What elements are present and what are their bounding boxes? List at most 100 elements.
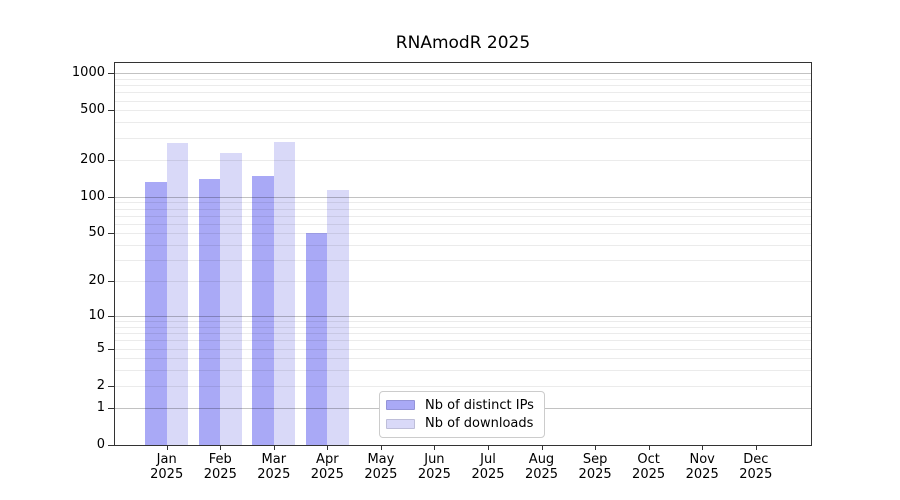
gridline-minor-60 [114,223,812,225]
gridline-minor-900 [114,78,812,80]
y-tick-500 [108,110,114,112]
bar-nb-of-downloads-jan [166,143,189,445]
gridline-major-1000 [114,73,812,75]
x-tick-label-aug: Aug 2025 [510,452,574,482]
x-tick-label-dec: Dec 2025 [724,452,788,482]
gridline-minor-4 [114,358,812,360]
gridline-minor-300 [114,137,812,139]
x-tick-label-month-aug: Aug [528,452,555,467]
gridline-major-100 [114,196,812,198]
x-tick-label-month-sep: Sep [582,452,608,467]
gridline-minor-90 [114,202,812,204]
gridline-minor-200 [114,159,812,161]
y-tick-label-5: 5 [96,340,105,356]
legend-label-nb-of-distinct-ips: Nb of distinct IPs [425,397,534,413]
gridline-minor-8 [114,326,812,328]
y-tick-label-2: 2 [96,377,105,393]
bar-nb-of-distinct-ips-jan [145,182,167,445]
bar-nb-of-distinct-ips-feb [198,178,221,445]
x-tick-label-year-mar: 2025 [257,467,291,482]
y-tick-200 [108,159,114,161]
gridline-minor-5 [114,348,812,350]
x-tick-mar [273,445,275,450]
plot-area [114,62,812,445]
x-tick-label-year-jan: 2025 [150,467,184,482]
x-tick-label-year-jul: 2025 [471,467,505,482]
gridline-minor-30 [114,260,812,262]
y-tick-2 [108,385,114,387]
x-tick-label-year-dec: 2025 [739,467,773,482]
x-tick-label-apr: Apr 2025 [295,452,359,482]
legend-item-nb-of-distinct-ips: Nb of distinct IPs [386,398,538,413]
x-tick-label-may: May 2025 [349,452,413,482]
legend-swatch-nb-of-downloads [386,418,415,429]
x-tick-label-oct: Oct 2025 [617,452,681,482]
x-tick-label-jun: Jun 2025 [402,452,466,482]
chart-title: RNAmodR 2025 [395,33,531,53]
x-tick-apr [327,445,329,450]
x-tick-label-year-oct: 2025 [632,467,666,482]
x-tick-label-month-nov: Nov [689,452,715,467]
gridline-minor-6 [114,340,812,342]
x-tick-label-feb: Feb 2025 [188,452,252,482]
gridline-minor-400 [114,122,812,124]
gridline-minor-600 [114,100,812,102]
gridline-minor-40 [114,245,812,247]
x-tick-label-nov: Nov 2025 [670,452,734,482]
gridline-minor-80 [114,208,812,210]
legend-swatch-nb-of-distinct-ips [386,400,415,411]
x-tick-aug [541,445,543,450]
x-tick-jun [434,445,436,450]
y-tick-5 [108,348,114,350]
gridline-minor-7 [114,333,812,335]
bar-nb-of-downloads-apr [327,190,349,445]
x-tick-label-month-jun: Jun [424,452,445,467]
y-tick-1000 [108,73,114,75]
x-tick-label-month-mar: Mar [261,452,287,467]
x-tick-label-jan: Jan 2025 [135,452,199,482]
x-tick-label-month-oct: Oct [637,452,660,467]
x-tick-label-month-apr: Apr [316,452,339,467]
gridline-minor-20 [114,281,812,283]
x-tick-oct [648,445,650,450]
x-tick-label-jul: Jul 2025 [456,452,520,482]
y-tick-20 [108,281,114,283]
x-tick-label-mar: Mar 2025 [242,452,306,482]
y-tick-0 [108,445,114,446]
bar-nb-of-distinct-ips-mar [252,176,274,445]
y-tick-label-10: 10 [88,307,105,323]
x-tick-label-month-jan: Jan [156,452,177,467]
x-tick-feb [220,445,222,450]
x-tick-label-year-apr: 2025 [310,467,344,482]
y-tick-label-50: 50 [88,225,105,241]
legend-item-nb-of-downloads: Nb of downloads [386,416,538,431]
x-tick-label-month-jul: Jul [480,452,496,467]
bar-nb-of-downloads-mar [273,141,296,445]
x-tick-label-year-nov: 2025 [685,467,719,482]
x-tick-label-year-sep: 2025 [578,467,612,482]
y-tick-label-500: 500 [80,102,105,118]
x-tick-dec [755,445,757,450]
x-tick-label-year-feb: 2025 [203,467,237,482]
gridline-minor-500 [114,110,812,112]
x-tick-jul [488,445,489,450]
bar-nb-of-distinct-ips-apr [305,233,328,445]
x-tick-label-month-dec: Dec [743,452,769,467]
x-tick-label-month-feb: Feb [208,452,232,467]
y-tick-10 [108,315,114,317]
y-tick-100 [108,196,114,198]
y-tick-label-1: 1 [96,399,105,415]
gridline-minor-3 [114,370,812,372]
gridline-minor-700 [114,92,812,94]
x-tick-label-year-jun: 2025 [417,467,451,482]
gridline-minor-2 [114,385,812,387]
x-tick-label-year-aug: 2025 [524,467,559,482]
gridline-minor-9 [114,321,812,323]
gridline-major-10 [114,315,812,317]
bar-nb-of-downloads-feb [220,153,242,445]
y-tick-label-100: 100 [80,188,105,204]
x-tick-label-year-may: 2025 [364,467,398,482]
y-tick-label-1000: 1000 [71,65,105,81]
gridline-minor-800 [114,85,812,87]
